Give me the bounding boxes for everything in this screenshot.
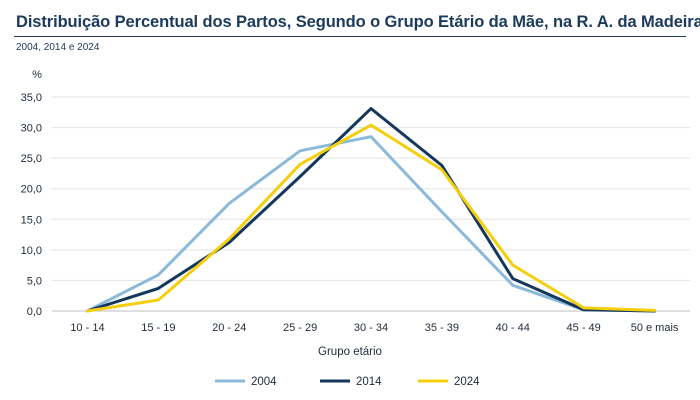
- x-tick-label: 45 - 49: [567, 322, 601, 334]
- y-tick-label: 15,0: [21, 214, 42, 226]
- x-tick-label: 25 - 29: [283, 322, 317, 334]
- y-tick-label: 30,0: [21, 123, 42, 135]
- x-tick-label: 10 - 14: [70, 322, 104, 334]
- legend-label-2024: 2024: [454, 376, 480, 388]
- legend-label-2004: 2004: [251, 376, 277, 388]
- chart-subtitle: 2004, 2014 e 2024: [16, 42, 100, 53]
- y-tick-label: 20,0: [21, 184, 42, 196]
- series-line-2004: [85, 135, 657, 313]
- x-axis-ticks: 10 - 14 15 - 19 20 - 24 25 - 29 30 - 34 35 - …: [70, 322, 679, 334]
- y-tick-label: 35,0: [21, 92, 42, 104]
- x-tick-label: 35 - 39: [425, 322, 459, 334]
- legend: 2004 2014 2024: [215, 376, 480, 388]
- y-axis-ticks: 0,0 5,0 10,0 15,0 20,0 25,0 30,0 35,0: [21, 92, 42, 318]
- x-tick-label: 15 - 19: [141, 322, 175, 334]
- x-tick-label: 30 - 34: [354, 322, 388, 334]
- y-axis-label: %: [32, 69, 42, 81]
- x-tick-label: 40 - 44: [496, 322, 530, 334]
- x-axis-label: Grupo etário: [318, 346, 382, 358]
- chart-title: Distribuição Percentual dos Partos, Segu…: [16, 13, 700, 31]
- x-tick-label: 50 e mais: [631, 322, 679, 334]
- y-tick-label: 10,0: [21, 245, 42, 257]
- series-lines: [85, 107, 657, 313]
- x-tick-label: 20 - 24: [212, 322, 246, 334]
- series-line-2024: [85, 123, 657, 313]
- y-tick-label: 0,0: [27, 306, 42, 318]
- legend-label-2014: 2014: [356, 376, 382, 388]
- series-line-2014: [85, 107, 657, 313]
- title-divider: [14, 36, 686, 37]
- y-tick-label: 25,0: [21, 153, 42, 165]
- y-tick-label: 5,0: [27, 275, 42, 287]
